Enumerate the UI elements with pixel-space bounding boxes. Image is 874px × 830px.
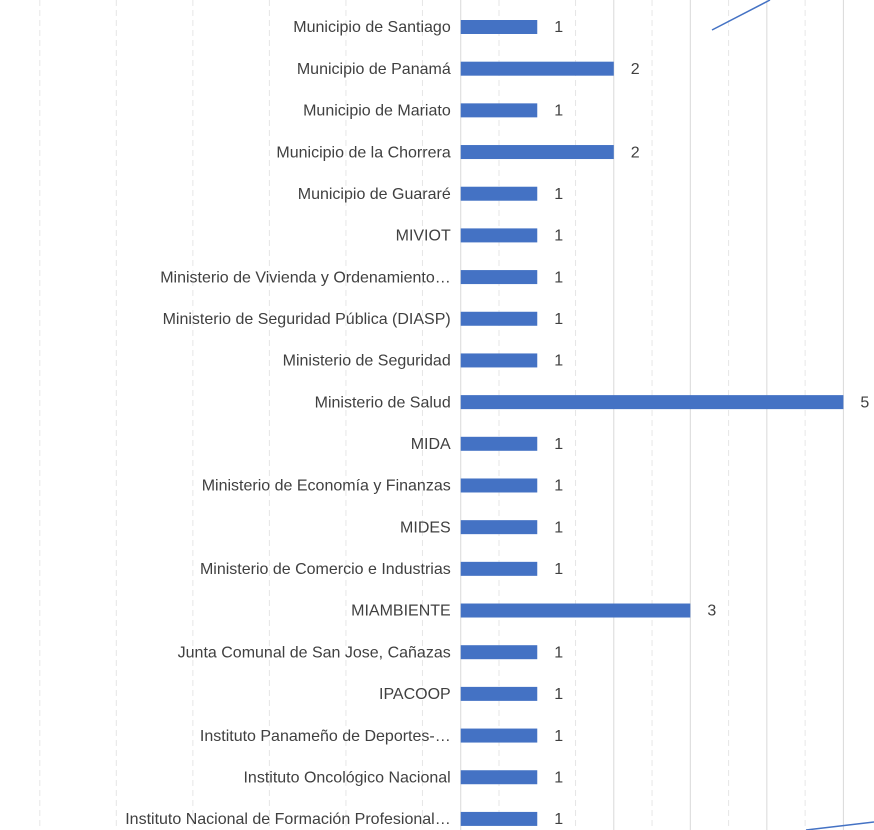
y-tick-label: Ministerio de Seguridad <box>283 353 451 370</box>
data-label: 5 <box>860 394 869 411</box>
decorative-line <box>711 0 771 31</box>
data-label: 1 <box>554 311 563 328</box>
y-tick-label: Ministerio de Seguridad Pública (DIASP) <box>163 311 451 328</box>
data-label: 1 <box>554 436 563 453</box>
bar <box>460 478 538 493</box>
data-label: 1 <box>554 103 563 120</box>
data-label: 1 <box>554 644 563 661</box>
bar <box>460 561 538 576</box>
data-label: 1 <box>554 478 563 495</box>
data-label: 1 <box>554 728 563 745</box>
data-label: 1 <box>554 811 563 828</box>
data-label: 2 <box>631 61 640 78</box>
bar <box>460 645 538 660</box>
bars: Municipio de Santiago 1 Municipio de Panam… <box>125 19 869 828</box>
y-tick-label: Municipio de Guararé <box>298 186 451 203</box>
y-tick-label: Junta Comunal de San Jose, Cañazas <box>178 644 451 661</box>
data-label: 1 <box>554 561 563 578</box>
bar <box>460 145 614 160</box>
y-tick-label: MIDA <box>411 436 451 453</box>
bar <box>460 686 538 701</box>
y-tick-label: Municipio de Mariato <box>303 103 451 120</box>
bar <box>460 603 691 618</box>
bar <box>460 311 538 326</box>
y-tick-label: Ministerio de Comercio e Industrias <box>200 561 451 578</box>
bar <box>460 520 538 535</box>
bar <box>460 770 538 785</box>
bar <box>460 270 538 285</box>
bar <box>460 61 614 76</box>
bar <box>460 186 538 201</box>
y-tick-label: Municipio de Santiago <box>293 19 451 36</box>
bar <box>460 436 538 451</box>
data-label: 1 <box>554 186 563 203</box>
data-label: 1 <box>554 686 563 703</box>
y-tick-label: Ministerio de Economía y Finanzas <box>202 478 451 495</box>
y-tick-label: MIDES <box>400 519 451 536</box>
y-tick-label: MIAMBIENTE <box>351 603 451 620</box>
data-label: 1 <box>554 519 563 536</box>
data-label: 2 <box>631 144 640 161</box>
bar <box>460 103 538 118</box>
decorative-line <box>805 821 874 830</box>
bar <box>460 353 538 368</box>
y-tick-label: Ministerio de Salud <box>315 394 451 411</box>
y-tick-label: MIVIOT <box>396 228 451 245</box>
y-tick-label: Instituto Nacional de Formación Profesio… <box>125 811 451 828</box>
data-label: 1 <box>554 19 563 36</box>
data-label: 3 <box>707 603 716 620</box>
data-label: 1 <box>554 769 563 786</box>
y-tick-label: IPACOOP <box>379 686 451 703</box>
data-label: 1 <box>554 228 563 245</box>
bar <box>460 811 538 826</box>
data-label: 1 <box>554 269 563 286</box>
grid <box>39 0 844 830</box>
bar <box>460 20 538 34</box>
data-label: 1 <box>554 353 563 370</box>
bar <box>460 728 538 743</box>
y-tick-label: Municipio de la Chorrera <box>276 144 450 161</box>
y-tick-label: Instituto Oncológico Nacional <box>243 769 450 786</box>
y-tick-label: Municipio de Panamá <box>297 61 451 78</box>
y-tick-label: Instituto Panameño de Deportes-… <box>200 728 451 745</box>
bar <box>460 228 538 243</box>
y-tick-label: Ministerio de Vivienda y Ordenamiento… <box>160 269 451 286</box>
bar <box>460 395 844 410</box>
